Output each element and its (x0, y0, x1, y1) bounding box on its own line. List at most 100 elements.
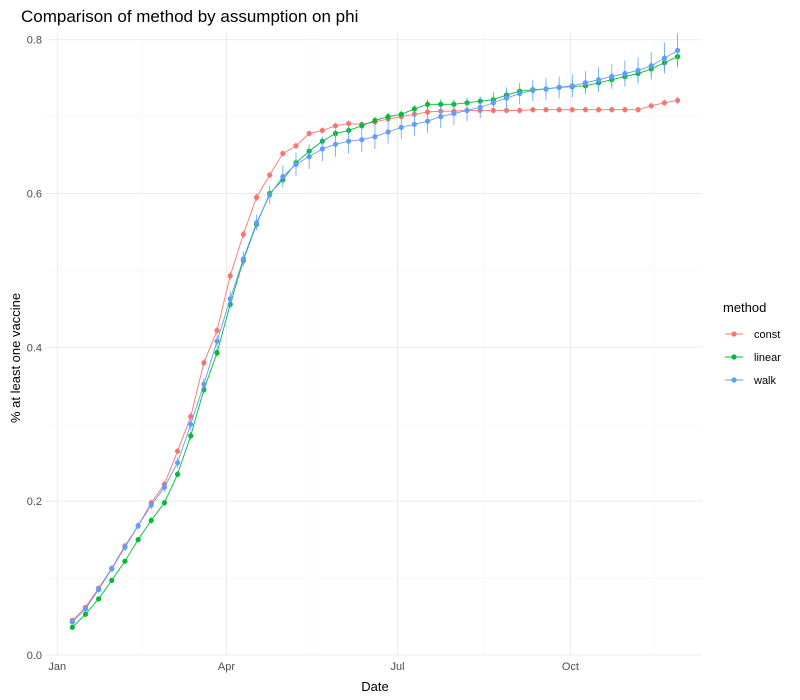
legend-label: walk (753, 375, 777, 387)
data-point-const (674, 97, 681, 104)
data-point-walk (635, 67, 641, 74)
x-tick-label: Apr (218, 661, 235, 673)
data-point-walk (674, 47, 681, 54)
data-point-const (648, 103, 654, 109)
data-point-const (582, 107, 589, 113)
data-point-walk (293, 161, 299, 167)
data-point-walk (227, 296, 233, 302)
data-point-walk (306, 154, 312, 160)
data-point-walk (201, 381, 207, 387)
data-point-walk (267, 192, 273, 198)
data-point-walk (69, 619, 75, 625)
y-tick-label: 0.6 (27, 189, 42, 201)
data-point-walk (359, 137, 365, 143)
data-point-const (635, 107, 641, 113)
data-point-const (306, 130, 312, 137)
data-point-walk (490, 100, 496, 106)
legend: method const linear walk (723, 300, 781, 387)
data-point-walk (214, 338, 220, 344)
data-point-linear (385, 114, 391, 120)
data-point-walk (411, 121, 418, 127)
data-point-linear (398, 111, 404, 117)
data-point-walk (332, 141, 339, 147)
data-point-walk (477, 104, 483, 110)
x-tick-label: Jan (48, 661, 66, 673)
data-point-const (280, 150, 286, 157)
data-point-linear (174, 471, 181, 477)
data-point-const (530, 107, 536, 113)
legend-items: const linear walk (725, 329, 781, 387)
y-tick-label: 0.4 (27, 342, 42, 354)
data-point-walk (82, 606, 89, 612)
data-point-walk (609, 74, 615, 80)
x-tick-labels: Jan Apr Jul Oct (48, 661, 579, 673)
data-point-const (543, 107, 549, 113)
data-point-walk (385, 129, 391, 135)
series-line-const (71, 100, 678, 621)
data-point-linear (424, 101, 431, 107)
data-point-const (622, 107, 628, 113)
data-point-linear (438, 101, 444, 107)
data-point-walk (96, 587, 102, 593)
y-tick-label: 0.8 (27, 35, 42, 47)
data-point-linear (359, 123, 365, 129)
data-point-walk (569, 83, 575, 89)
data-point-const (201, 360, 207, 366)
data-point-walk (596, 77, 602, 83)
data-point-walk (582, 80, 589, 86)
x-tick-label: Jul (390, 661, 404, 673)
data-point-walk (398, 124, 404, 130)
data-point-walk (122, 544, 128, 550)
data-point-walk (556, 84, 562, 90)
data-point-const (293, 143, 299, 149)
y-tick-label: 0.2 (27, 496, 42, 508)
data-point-const (661, 100, 668, 106)
data-point-walk (503, 95, 510, 101)
data-point-const (346, 120, 352, 127)
x-axis-title: Date (361, 679, 388, 694)
data-point-walk (451, 110, 457, 117)
y-axis-title: % at least one vaccine (8, 293, 23, 423)
data-point-linear (82, 611, 89, 617)
data-point-const (253, 194, 260, 200)
series-walk (69, 33, 681, 625)
data-point-walk (188, 421, 194, 427)
data-point-const (609, 107, 615, 113)
data-point-const (517, 107, 523, 114)
legend-item-linear: linear (725, 352, 781, 364)
data-point-walk (319, 146, 325, 152)
data-point-const (503, 107, 510, 114)
data-point-walk (240, 256, 246, 262)
legend-key-point (731, 354, 737, 360)
data-point-linear (214, 350, 220, 356)
data-point-const (174, 448, 181, 454)
data-point-walk (661, 55, 668, 61)
data-point-walk (438, 114, 444, 120)
legend-item-const: const (725, 329, 780, 341)
data-point-walk (372, 134, 378, 140)
data-point-linear (96, 596, 102, 602)
data-point-const (569, 107, 575, 113)
data-point-walk (530, 87, 536, 94)
y-tick-labels: 0.0 0.2 0.4 0.6 0.8 (27, 35, 42, 662)
data-point-walk (253, 220, 260, 226)
data-point-linear (69, 624, 75, 630)
data-point-walk (622, 70, 628, 77)
legend-label: const (754, 329, 780, 341)
data-point-walk (135, 523, 141, 529)
data-point-walk (174, 460, 181, 466)
data-point-const (332, 123, 339, 129)
data-point-linear (148, 517, 154, 524)
data-point-walk (161, 484, 168, 490)
data-point-linear (135, 537, 141, 543)
data-point-walk (148, 502, 154, 508)
legend-title: method (723, 300, 766, 315)
data-point-walk (346, 138, 352, 144)
data-point-walk (543, 86, 549, 92)
data-point-walk (648, 63, 654, 69)
data-point-linear (122, 558, 128, 564)
data-point-const (240, 231, 246, 237)
data-point-const (556, 107, 562, 113)
grid (46, 32, 702, 656)
series-const (69, 96, 681, 623)
